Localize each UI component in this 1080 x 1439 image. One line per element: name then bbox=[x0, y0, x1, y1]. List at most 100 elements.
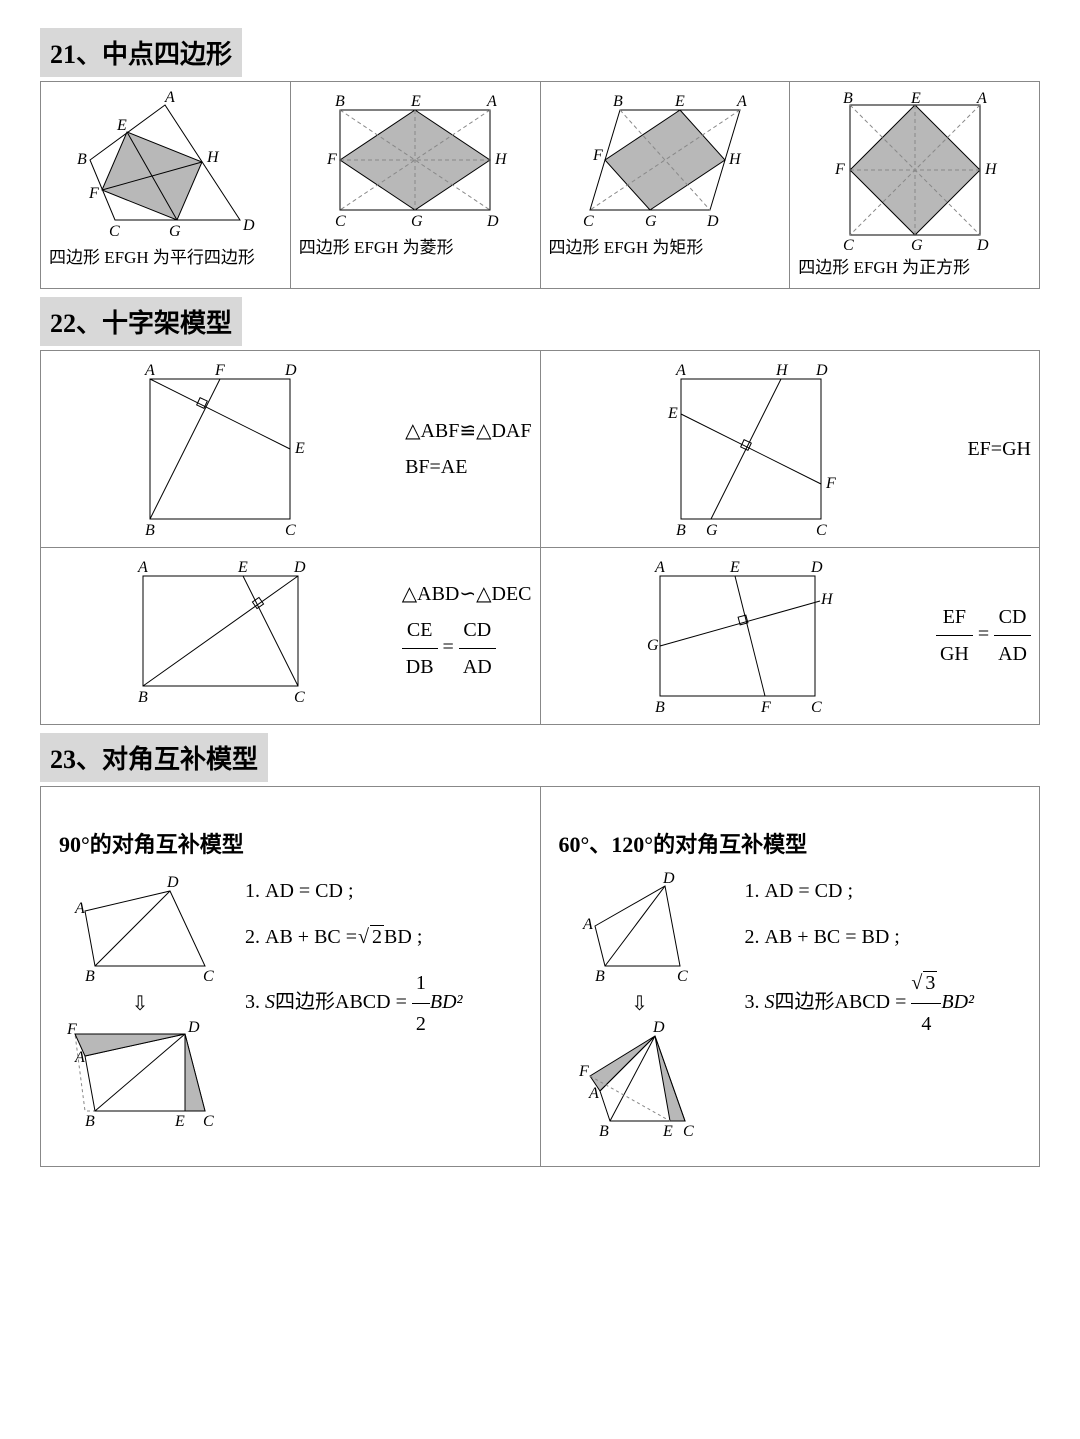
svg-text:D: D bbox=[976, 237, 989, 250]
cross-diagram-2: A H D E F B G C bbox=[656, 359, 846, 539]
svg-text:A: A bbox=[486, 93, 497, 110]
cross-diagram-4: A E D H G B F C bbox=[635, 556, 835, 716]
cross-diagram-3: A E D B C bbox=[118, 556, 318, 706]
svg-text:A: A bbox=[654, 559, 665, 576]
svg-text:B: B bbox=[335, 93, 345, 110]
svg-text:B: B bbox=[843, 90, 853, 107]
midpoint-diagram-3: B E A F H C G D bbox=[565, 90, 765, 230]
svg-text:C: C bbox=[203, 1113, 214, 1130]
svg-text:H: H bbox=[494, 151, 508, 168]
svg-text:E: E bbox=[910, 90, 921, 107]
midpoint-caption-2: 四边形 EFGH 为菱形 bbox=[299, 236, 532, 260]
diag-diagram-1b: F A D B E C bbox=[55, 1016, 225, 1136]
diag-cell-2: 60°、120°的对角互补模型 A D B C ⇩ F A D B E C A D… bbox=[540, 786, 1040, 1166]
svg-text:B: B bbox=[77, 151, 87, 168]
diag-cell-1: 90°的对角互补模型 A D B C ⇩ F A D B E C AD = CD… bbox=[41, 786, 541, 1166]
cross-formula-4: EFGH = CDAD bbox=[936, 599, 1031, 672]
midpoint-cell-4: B E A F H C G D 四边形 EFGH 为正方形 bbox=[790, 82, 1040, 289]
svg-text:D: D bbox=[284, 362, 297, 379]
svg-text:A: A bbox=[675, 362, 686, 379]
svg-text:A: A bbox=[976, 90, 987, 107]
midpoint-cell-3: B E A F H C G D 四边形 EFGH 为矩形 bbox=[540, 82, 790, 289]
svg-text:C: C bbox=[683, 1123, 694, 1140]
midpoint-caption-3: 四边形 EFGH 为矩形 bbox=[549, 236, 782, 260]
svg-text:A: A bbox=[137, 559, 148, 576]
svg-text:H: H bbox=[820, 591, 834, 608]
svg-text:D: D bbox=[187, 1019, 200, 1036]
svg-text:C: C bbox=[677, 968, 688, 985]
svg-text:B: B bbox=[138, 689, 148, 706]
diag-table: 90°的对角互补模型 A D B C ⇩ F A D B E C AD = CD… bbox=[40, 786, 1040, 1167]
diag-subtitle-2: 60°、120°的对角互补模型 bbox=[559, 827, 1026, 859]
midpoint-caption-1: 四边形 EFGH 为平行四边形 bbox=[49, 246, 282, 270]
diag-formulas-1: AD = CD ; AB + BC = 2BD ; S四边形ABCD = 12B… bbox=[239, 871, 463, 1050]
svg-text:H: H bbox=[984, 161, 998, 178]
svg-text:G: G bbox=[647, 637, 659, 654]
svg-text:A: A bbox=[74, 900, 85, 917]
cross-cell-2: A H D E F B G C EF=GH bbox=[540, 350, 1040, 547]
svg-text:A: A bbox=[74, 1049, 85, 1066]
svg-text:D: D bbox=[166, 874, 179, 891]
svg-text:E: E bbox=[662, 1123, 673, 1140]
svg-text:G: G bbox=[911, 237, 923, 250]
svg-text:D: D bbox=[706, 213, 719, 230]
svg-text:G: G bbox=[706, 522, 718, 539]
svg-text:B: B bbox=[595, 968, 605, 985]
svg-text:G: G bbox=[411, 213, 423, 230]
midpoint-diagram-4: B E A F H C G D bbox=[815, 90, 1015, 250]
svg-text:G: G bbox=[645, 213, 657, 230]
svg-text:C: C bbox=[816, 522, 827, 539]
svg-text:C: C bbox=[335, 213, 346, 230]
svg-text:F: F bbox=[66, 1021, 77, 1038]
midpoint-caption-4: 四边形 EFGH 为正方形 bbox=[798, 256, 1031, 280]
svg-text:F: F bbox=[326, 151, 337, 168]
svg-text:C: C bbox=[583, 213, 594, 230]
svg-text:A: A bbox=[588, 1085, 599, 1102]
svg-text:D: D bbox=[293, 559, 306, 576]
midpoint-cell-2: B E A F H C G D 四边形 EFGH 为菱形 bbox=[290, 82, 540, 289]
cross-formula-1: △ABF≌△DAF BF=AE bbox=[405, 413, 531, 485]
svg-text:D: D bbox=[652, 1019, 665, 1036]
svg-text:E: E bbox=[116, 117, 127, 134]
section-21-title: 21、中点四边形 bbox=[40, 28, 242, 77]
svg-text:C: C bbox=[285, 522, 296, 539]
svg-text:F: F bbox=[825, 475, 836, 492]
cross-diagram-1: A F D E B C bbox=[125, 359, 315, 539]
svg-text:B: B bbox=[676, 522, 686, 539]
diag-diagram-2b: F A D B E C bbox=[555, 1016, 725, 1146]
svg-text:E: E bbox=[174, 1113, 185, 1130]
svg-text:D: D bbox=[486, 213, 499, 230]
svg-text:B: B bbox=[145, 522, 155, 539]
midpoint-diagram-1: A B C D E F G H bbox=[65, 90, 265, 240]
svg-text:G: G bbox=[169, 223, 181, 240]
svg-text:F: F bbox=[214, 362, 225, 379]
cross-formula-3: △ABD∽△DEC CEDB = CDAD bbox=[402, 576, 532, 685]
svg-text:F: F bbox=[88, 185, 99, 202]
arrow-icon: ⇩ bbox=[555, 991, 725, 1016]
svg-text:D: D bbox=[810, 559, 823, 576]
svg-text:B: B bbox=[613, 93, 623, 110]
svg-text:D: D bbox=[815, 362, 828, 379]
svg-text:A: A bbox=[164, 90, 175, 106]
section-22-title: 22、十字架模型 bbox=[40, 297, 242, 346]
diag-diagram-2a: A D B C bbox=[555, 871, 725, 991]
svg-text:C: C bbox=[843, 237, 854, 250]
svg-text:E: E bbox=[237, 559, 248, 576]
svg-text:E: E bbox=[294, 440, 305, 457]
cross-cell-3: A E D B C △ABD∽△DEC CEDB = CDAD bbox=[41, 547, 541, 724]
svg-text:B: B bbox=[85, 1113, 95, 1130]
midpoint-table: A B C D E F G H 四边形 EFGH 为平行四边形 B E A F … bbox=[40, 81, 1040, 289]
midpoint-cell-1: A B C D E F G H 四边形 EFGH 为平行四边形 bbox=[41, 82, 291, 289]
svg-text:F: F bbox=[760, 699, 771, 716]
svg-text:F: F bbox=[592, 147, 603, 164]
section-23-title: 23、对角互补模型 bbox=[40, 733, 268, 782]
svg-text:H: H bbox=[206, 149, 220, 166]
svg-text:F: F bbox=[578, 1063, 589, 1080]
cross-cell-1: A F D E B C △ABF≌△DAF BF=AE bbox=[41, 350, 541, 547]
svg-text:A: A bbox=[144, 362, 155, 379]
arrow-icon: ⇩ bbox=[55, 991, 225, 1016]
cross-table: A F D E B C △ABF≌△DAF BF=AE A H D E F B … bbox=[40, 350, 1040, 725]
svg-text:H: H bbox=[728, 151, 742, 168]
svg-text:E: E bbox=[410, 93, 421, 110]
svg-text:A: A bbox=[582, 916, 593, 933]
